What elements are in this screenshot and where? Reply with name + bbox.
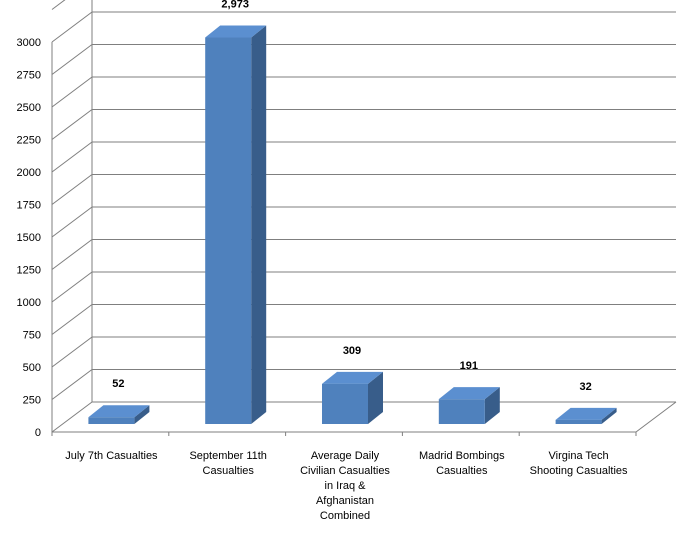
bar (438, 387, 500, 424)
x-category-label: September 11th Casualties (189, 450, 266, 477)
x-axis-categories: July 7th Casualties September 11th Casualt… (65, 450, 628, 522)
x-category-label-line: Casualties (436, 465, 488, 477)
gridline-diagonal (51, 336, 93, 368)
bar-top (555, 407, 617, 420)
y-tick-label: 1000 (17, 297, 41, 309)
bar-top (205, 25, 267, 38)
y-tick-label: 0 (35, 427, 41, 439)
bar-front (438, 399, 485, 424)
x-category-label: July 7th Casualties (65, 450, 158, 462)
bar-front (322, 383, 368, 424)
gridline-diagonal (51, 174, 93, 205)
x-category-label-line: Madrid Bombings (419, 450, 505, 462)
gridline-diagonal (51, 11, 93, 43)
y-tick-label: 2250 (17, 135, 41, 147)
x-category-label-line: in Iraq & (325, 480, 367, 492)
bar-top (438, 387, 500, 400)
x-category-label-line: Civilian Casualties (300, 465, 390, 477)
gridline-diagonal (51, 369, 93, 400)
bar (555, 407, 617, 424)
bar-top (88, 405, 150, 418)
bars (88, 25, 617, 424)
x-category-label-line: Virgina Tech (549, 450, 609, 462)
bar-side (601, 407, 617, 424)
bar-top (322, 371, 383, 384)
x-category-label-line: Shooting Casualties (530, 465, 628, 477)
gridline-diagonal (51, 44, 93, 75)
bar (88, 405, 150, 424)
bar-side (251, 25, 267, 424)
x-category-label-line: Afghanistan (316, 495, 374, 507)
x-category-label: Average Daily Civilian Casualties in Iraq … (300, 450, 390, 522)
y-tick-label: 2500 (17, 102, 41, 114)
y-tick-label: 1750 (17, 200, 41, 212)
gridline-diagonal (51, 206, 93, 238)
y-tick-label: 1250 (17, 265, 41, 277)
y-tick-label: 250 (23, 395, 41, 407)
bar-side (134, 405, 150, 424)
gridline-diagonal (51, 239, 93, 270)
y-tick-label: 500 (23, 362, 41, 374)
gridline-diagonal (51, 109, 93, 140)
x-category-label: Madrid Bombings Casualties (419, 450, 505, 477)
bar (322, 371, 383, 424)
y-tick-label: 2000 (17, 167, 41, 179)
x-category-label: Virgina Tech Shooting Casualties (530, 450, 628, 477)
y-tick-label: 750 (23, 330, 41, 342)
x-category-label-line: July 7th Casualties (65, 450, 158, 462)
floor-right-edge (635, 401, 677, 433)
data-label: 2,973 (221, 0, 249, 11)
x-category-label-line: Average Daily (311, 450, 380, 462)
data-label: 52 (112, 378, 124, 390)
data-labels: 52 2,973 309 191 32 (112, 0, 591, 393)
gridline-diagonal (51, 76, 93, 108)
gridline-diagonal (51, 0, 66, 10)
bar (205, 25, 267, 424)
bar-side (484, 387, 500, 424)
gridline-diagonal (51, 401, 93, 433)
bar-front (555, 419, 602, 424)
gridline-diagonal (51, 271, 93, 303)
gridline-diagonal (51, 304, 93, 335)
data-label: 32 (579, 381, 591, 393)
x-category-label-line: Combined (320, 510, 370, 522)
bar-front (88, 417, 135, 424)
data-label: 191 (460, 360, 478, 372)
y-axis-ticks: 0 250 500 750 1000 1250 1500 1750 2000 2250 2500 27… (17, 37, 41, 439)
data-label: 309 (343, 345, 361, 357)
bar-front (205, 37, 252, 424)
x-category-label-line: Casualties (203, 465, 255, 477)
gridlines (51, 0, 677, 436)
bar-side (368, 371, 383, 424)
y-tick-label: 2750 (17, 70, 41, 82)
y-tick-label: 1500 (17, 232, 41, 244)
x-category-label-line: September 11th (189, 450, 266, 462)
gridline-diagonal (51, 141, 93, 173)
y-tick-label: 3000 (17, 37, 41, 49)
